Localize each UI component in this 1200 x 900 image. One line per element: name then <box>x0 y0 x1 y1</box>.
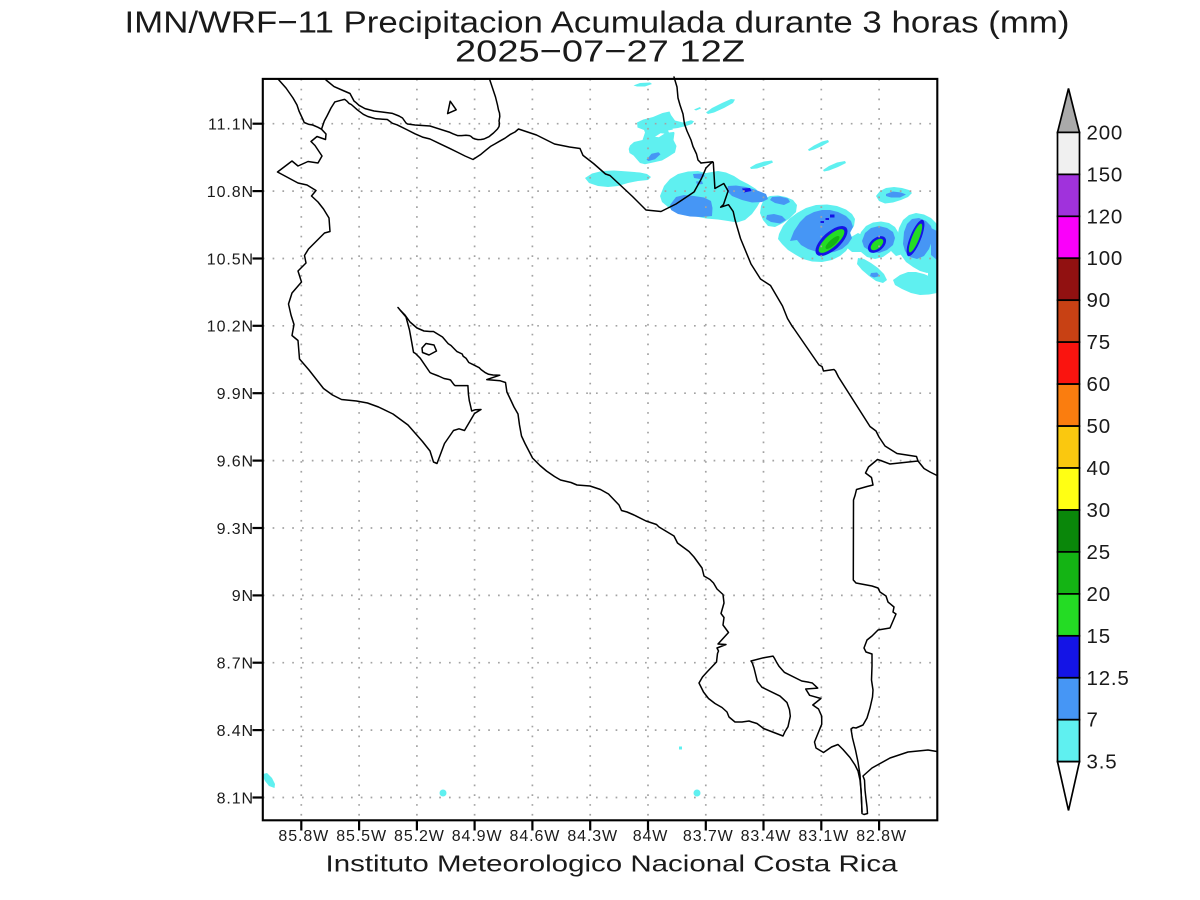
svg-text:8.4N: 8.4N <box>217 723 254 740</box>
svg-text:85.8W: 85.8W <box>278 828 329 845</box>
svg-text:Instituto Meteorologico Nacion: Instituto Meteorologico Nacional Costa R… <box>326 851 898 877</box>
svg-text:83.4W: 83.4W <box>741 828 792 845</box>
svg-text:84.6W: 84.6W <box>510 828 561 845</box>
svg-text:90: 90 <box>1087 289 1111 312</box>
svg-text:8.7N: 8.7N <box>217 656 254 673</box>
svg-text:3.5: 3.5 <box>1087 751 1118 774</box>
svg-text:83.1W: 83.1W <box>798 828 849 845</box>
svg-text:9.9N: 9.9N <box>217 386 254 403</box>
svg-text:30: 30 <box>1087 499 1111 522</box>
svg-text:20: 20 <box>1087 583 1111 606</box>
svg-text:9.6N: 9.6N <box>217 453 254 470</box>
svg-text:84W: 84W <box>633 828 669 845</box>
svg-text:10.8N: 10.8N <box>207 184 254 201</box>
svg-text:2025−07−27 12Z: 2025−07−27 12Z <box>455 34 745 69</box>
svg-text:82.8W: 82.8W <box>856 828 907 845</box>
svg-text:50: 50 <box>1087 415 1111 438</box>
svg-text:75: 75 <box>1087 331 1111 354</box>
svg-text:10.2N: 10.2N <box>207 319 254 336</box>
svg-text:9.3N: 9.3N <box>217 521 254 538</box>
svg-text:IMN/WRF−11 Precipitacion Acumu: IMN/WRF−11 Precipitacion Acumulada duran… <box>125 5 1070 40</box>
svg-text:12.5: 12.5 <box>1087 667 1130 690</box>
svg-text:10.5N: 10.5N <box>207 251 254 268</box>
svg-text:15: 15 <box>1087 625 1111 648</box>
svg-text:11.1N: 11.1N <box>208 117 254 134</box>
svg-text:83.7W: 83.7W <box>683 828 734 845</box>
svg-text:9N: 9N <box>232 588 254 605</box>
svg-text:60: 60 <box>1087 373 1111 396</box>
svg-text:25: 25 <box>1087 541 1111 564</box>
svg-text:85.5W: 85.5W <box>336 828 387 845</box>
svg-text:8.1N: 8.1N <box>217 790 254 807</box>
svg-text:7: 7 <box>1087 709 1099 732</box>
svg-text:84.9W: 84.9W <box>452 828 503 845</box>
svg-text:84.3W: 84.3W <box>567 828 618 845</box>
svg-text:200: 200 <box>1087 121 1124 144</box>
svg-text:150: 150 <box>1087 163 1124 186</box>
svg-text:85.2W: 85.2W <box>394 828 445 845</box>
svg-text:100: 100 <box>1087 247 1124 270</box>
svg-text:40: 40 <box>1087 457 1111 480</box>
svg-text:120: 120 <box>1087 205 1124 228</box>
